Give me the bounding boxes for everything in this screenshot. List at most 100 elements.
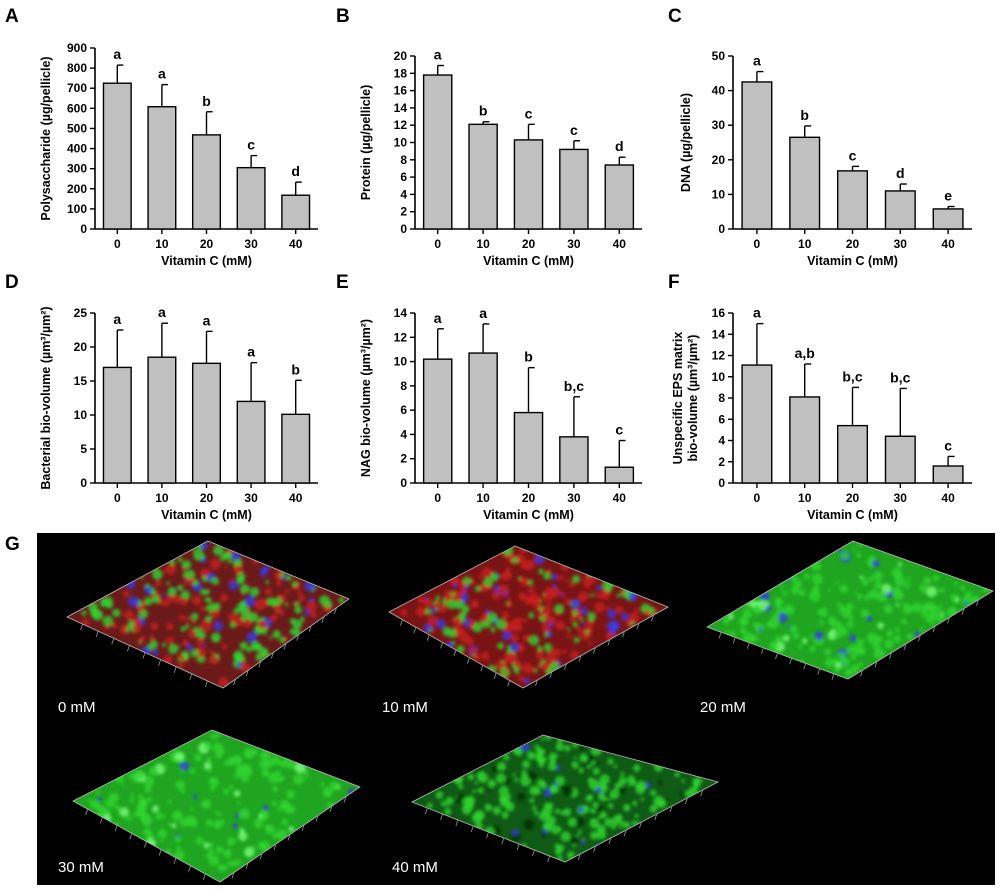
scale-tick	[413, 627, 417, 634]
y-tick-label: 12	[394, 118, 408, 132]
significance-label: a	[247, 344, 255, 360]
y-tick-label: 20	[74, 340, 88, 354]
scale-tick	[111, 638, 115, 645]
bar	[468, 123, 498, 230]
x-tick-label: 40	[941, 491, 955, 505]
scale-tick	[173, 666, 177, 673]
concentration-label: 0 mM	[58, 699, 96, 716]
scale-tick	[789, 658, 792, 665]
scale-tick	[654, 813, 658, 821]
y-tick-label: 25	[74, 306, 88, 320]
scale-tick	[608, 837, 612, 845]
significance-label: a	[753, 305, 761, 321]
scale-tick	[486, 831, 489, 839]
x-axis-label: Vitamin C (mM)	[807, 508, 898, 522]
x-tick-label: 20	[846, 237, 860, 251]
scale-tick	[321, 616, 325, 623]
x-tick-label: 20	[846, 491, 860, 505]
bar	[604, 466, 635, 484]
x-tick-label: 0	[434, 491, 441, 505]
scale-tick	[100, 817, 103, 824]
biofilm-texture	[426, 735, 703, 861]
x-tick-label: 20	[522, 491, 536, 505]
x-tick-label: 40	[941, 237, 955, 251]
x-tick-label: 10	[476, 491, 490, 505]
significance-label: a	[479, 305, 487, 321]
scale-tick	[188, 865, 191, 872]
bounding-box	[66, 540, 350, 689]
bar	[884, 190, 916, 230]
scale-tick	[142, 652, 146, 659]
scale-tick	[95, 631, 99, 638]
significance-label: a	[158, 304, 166, 320]
x-tick-label: 0	[754, 237, 761, 251]
y-tick-label: 900	[67, 41, 87, 55]
y-tick-label: 12	[712, 349, 726, 363]
significance-label: b	[800, 107, 809, 123]
y-tick-label: 50	[712, 49, 726, 63]
micrograph-40mm: 40 mM	[392, 734, 720, 876]
y-tick-label: 400	[67, 142, 87, 156]
scale-tick	[761, 647, 764, 654]
significance-label: c	[944, 437, 952, 453]
significance-label: c	[849, 147, 857, 163]
significance-label: d	[291, 163, 300, 179]
panel-letter: F	[668, 272, 680, 293]
significance-label: a	[434, 47, 442, 63]
scale-tick	[301, 824, 305, 832]
y-tick-label: 10	[712, 370, 726, 384]
y-tick-label: 800	[67, 61, 87, 75]
scale-tick	[334, 607, 337, 615]
scale-tick	[700, 789, 704, 797]
scale-tick	[189, 673, 193, 680]
bar	[281, 413, 311, 484]
significance-label: b	[291, 361, 300, 377]
scale-tick	[918, 634, 921, 642]
significance-label: e	[944, 188, 952, 204]
scale-tick	[577, 853, 581, 861]
x-axis-label: Vitamin C (mM)	[483, 254, 574, 268]
bar	[468, 352, 498, 484]
panel-letter: C	[668, 6, 682, 27]
significance-label: a	[113, 311, 121, 327]
bar	[191, 134, 222, 230]
x-tick-label: 10	[155, 237, 169, 251]
bar	[422, 358, 453, 484]
scale-tick	[114, 825, 118, 832]
significance-label: c	[570, 122, 578, 138]
y-tick-label: 10	[712, 187, 726, 201]
y-tick-label: 500	[67, 121, 87, 135]
x-tick-label: 40	[289, 491, 303, 505]
y-tick-label: 10	[394, 355, 408, 369]
bar	[741, 81, 773, 230]
bar	[147, 106, 177, 230]
bar	[789, 396, 821, 484]
bounding-box	[72, 729, 361, 883]
scale-tick	[258, 661, 262, 668]
y-tick-label: 16	[394, 84, 408, 98]
y-tick-label: 10	[74, 408, 88, 422]
scale-tick	[202, 873, 206, 881]
significance-label: c	[525, 105, 533, 121]
bar	[513, 139, 544, 230]
scale-tick	[231, 872, 235, 879]
scale-tick	[440, 813, 443, 821]
scale-tick	[685, 797, 688, 805]
micrograph-30mm: 30 mM	[58, 729, 361, 883]
scale-tick	[903, 643, 907, 650]
y-tick-label: 2	[718, 455, 725, 469]
bar	[422, 74, 453, 230]
significance-label: b	[202, 93, 211, 109]
x-tick-label: 10	[798, 237, 812, 251]
x-tick-label: 20	[522, 237, 536, 251]
x-axis-label: Vitamin C (mM)	[161, 508, 252, 522]
scale-tick	[622, 631, 625, 638]
scale-tick	[400, 619, 403, 626]
y-tick-label: 20	[394, 49, 408, 63]
panel-letter: E	[336, 272, 349, 293]
y-tick-label: 0	[718, 476, 725, 490]
scale-tick	[746, 642, 750, 649]
bar	[789, 136, 821, 230]
x-tick-label: 40	[289, 237, 303, 251]
chart-d: D 0 5 10 15 20 25 0 a 10 a 20 a 30 a 40 b Vitamin C (mM) B…	[5, 272, 318, 522]
